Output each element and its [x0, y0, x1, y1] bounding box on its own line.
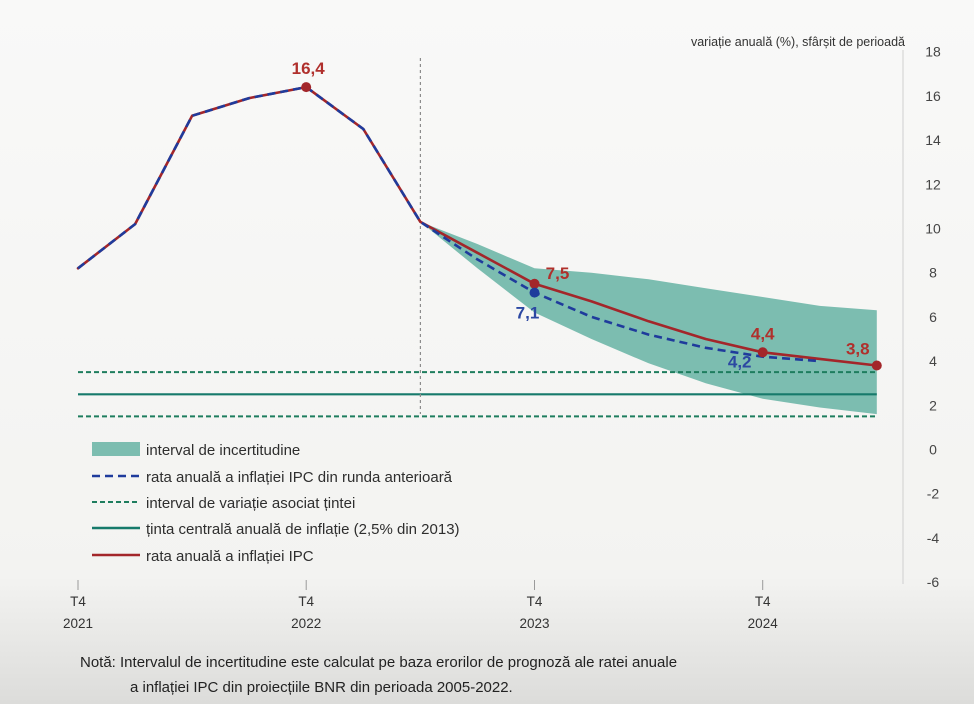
y-tick-label: 6 — [929, 309, 937, 325]
x-tick-label-quarter: T4 — [70, 594, 86, 609]
data-label: 4,4 — [751, 324, 775, 343]
legend-label-previous-round: rata anuală a inflației IPC din runda an… — [146, 469, 453, 486]
series-lines-layer — [76, 85, 879, 367]
data-labels-layer: 16,4 7,5 7,1 4,4 4,2 3,8 — [292, 59, 870, 372]
footnote-line-2: a inflației IPC din proiecțiile BNR din … — [130, 679, 513, 696]
legend-swatch-uncertainty-band — [92, 442, 140, 456]
x-tick-label-year: 2023 — [519, 616, 549, 631]
legend-label-cpi-rate: rata anuală a inflației IPC — [146, 548, 314, 565]
x-tick-label-year: 2021 — [63, 616, 93, 631]
y-tick-label: -4 — [927, 530, 940, 546]
target-lines-layer — [78, 371, 877, 418]
y-tick-label: 16 — [925, 88, 941, 104]
x-tick-label-quarter: T4 — [527, 594, 543, 609]
footnote-line-1: Notă: Intervalul de incertitudine este c… — [80, 654, 677, 671]
uncertainty-band — [420, 221, 877, 415]
data-point-marker — [301, 82, 312, 93]
x-axis: T4 2021 T4 2022 T4 2023 T4 2024 — [63, 580, 778, 631]
y-tick-label: 14 — [925, 132, 941, 148]
uncertainty-band-layer — [420, 221, 877, 415]
y-tick-label: 12 — [925, 176, 941, 192]
data-point-marker — [757, 347, 768, 358]
y-tick-label: 0 — [929, 442, 937, 458]
data-label: 3,8 — [846, 340, 870, 359]
legend-label-target-interval: interval de variație asociat țintei — [146, 495, 355, 512]
y-tick-label: -6 — [927, 574, 940, 590]
series-line-previous-round — [77, 85, 820, 363]
legend-label-target-central: ținta centrală anuală de inflație (2,5% … — [146, 521, 460, 538]
x-tick-label-quarter: T4 — [755, 594, 771, 609]
point-markers-layer — [301, 82, 882, 371]
y-tick-label: 8 — [929, 265, 937, 281]
data-point-marker — [871, 360, 882, 371]
y-tick-label: 10 — [925, 221, 941, 237]
y-axis-title: variație anuală (%), sfârșit de perioadă — [691, 35, 905, 49]
x-tick-label-quarter: T4 — [298, 594, 314, 609]
data-label: 7,5 — [546, 264, 570, 283]
x-tick-label-year: 2024 — [748, 616, 779, 631]
y-tick-label: 18 — [925, 44, 941, 60]
data-point-marker — [529, 278, 540, 289]
footnote: Notă: Intervalul de incertitudine este c… — [80, 654, 677, 696]
x-tick-label-year: 2022 — [291, 616, 321, 631]
data-label: 4,2 — [728, 353, 752, 372]
data-point-marker — [529, 287, 540, 298]
data-label: 16,4 — [292, 59, 326, 78]
y-tick-labels: 18 16 14 12 10 8 6 4 2 0 -2 -4 -6 — [925, 44, 941, 590]
y-tick-label: 2 — [929, 397, 937, 413]
legend-label-uncertainty-band: interval de incertitudine — [146, 442, 300, 459]
y-tick-label: -2 — [927, 486, 940, 502]
y-tick-label: 4 — [929, 353, 937, 369]
data-label: 7,1 — [516, 304, 540, 323]
legend: interval de incertitudine rata anuală a … — [92, 442, 460, 565]
